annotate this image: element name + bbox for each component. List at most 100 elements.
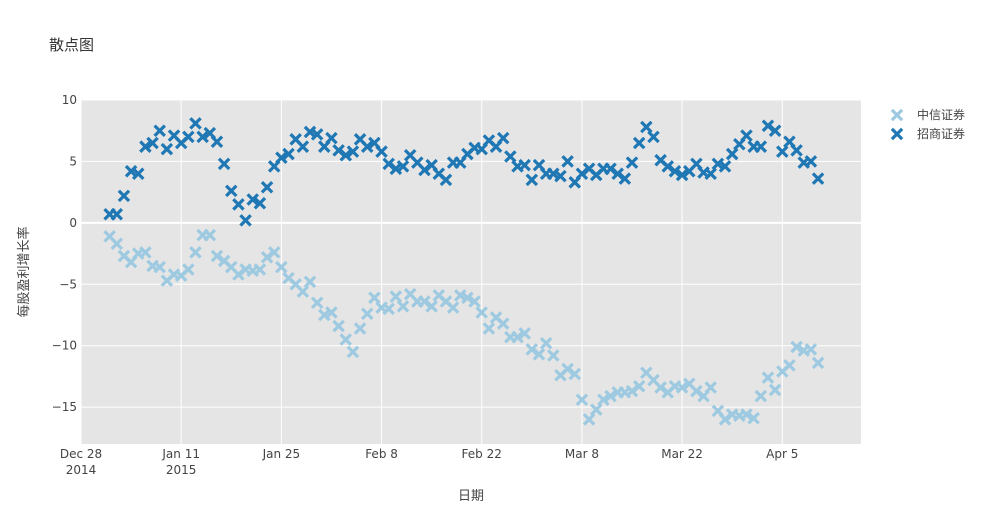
data-point [725,147,739,161]
legend-item-citic[interactable]: 中信证券 [890,107,965,122]
data-point [196,130,209,144]
data-point [296,140,310,153]
data-point [139,140,152,153]
data-point [547,349,560,362]
legend-label-cms: 招商证券 [917,126,965,141]
data-point [267,160,281,173]
data-point [504,150,517,163]
data-point [153,260,166,274]
data-point [275,151,288,165]
data-point [640,120,653,134]
data-point [139,246,152,259]
data-point [217,157,231,171]
data-point [675,381,689,394]
y-tick-label: 5 [69,154,77,168]
data-point [475,142,488,156]
legend-x-marker [890,108,904,122]
data-point [110,237,124,251]
data-point [203,228,217,242]
data-point [461,291,474,305]
data-point [539,336,553,350]
data-point [811,356,825,370]
data-point [496,131,510,145]
data-point [382,302,395,316]
data-point [239,214,252,227]
data-point [647,130,660,144]
data-point [568,367,582,381]
data-point [375,145,388,158]
data-point [203,126,217,140]
data-point [475,306,488,319]
data-point [518,158,531,172]
y-axis-ticks: 10 5 0 −5 −10 −15 [52,93,77,414]
legend-marker-citic [890,108,904,122]
data-point [189,117,202,130]
data-point [790,340,803,354]
data-point [675,168,689,182]
data-point [396,160,410,173]
data-point [182,263,195,276]
data-point [246,193,260,206]
data-point [711,404,725,418]
data-point [496,317,510,330]
data-point [253,196,267,210]
x-tick-label: Mar 22 [661,447,703,461]
data-points [103,117,825,426]
x-axis-title: 日期 [458,489,484,504]
data-point [554,169,567,183]
data-point [325,131,338,145]
legend-marker-cms [890,127,904,141]
data-point [146,136,159,150]
x-tick-label: Mar 8 [565,447,599,461]
data-point [360,140,374,153]
data-point [718,160,732,173]
y-axis-title: 每股盈利增长率 [16,226,32,317]
data-point [160,142,174,156]
data-point [110,207,124,221]
data-point [389,290,403,303]
data-point [733,137,746,151]
data-point [625,156,639,169]
data-point [225,184,238,198]
series-1 [103,117,825,227]
data-point [189,246,202,259]
data-point [532,158,546,172]
data-point [632,136,646,150]
y-tick-label: −15 [52,400,77,414]
legend-label-citic: 中信证券 [917,107,965,122]
x-axis-ticks: Dec 28 2014 Jan 11 2015 Jan 25 Feb 8 Feb 22 Mar… [60,447,799,477]
data-point [747,411,760,425]
legend-item-cms[interactable]: 招商证券 [890,126,965,141]
data-point [754,140,768,153]
data-point [360,307,374,321]
data-point [439,173,453,187]
data-point [310,128,324,141]
data-point [353,322,367,335]
data-point [368,136,381,150]
legend: 中信证券 招商证券 [890,107,965,141]
data-point [446,301,460,314]
data-point [124,255,138,269]
data-point [783,359,796,372]
x-tick-label: Feb 22 [462,447,502,461]
data-point [346,145,360,158]
data-point [253,263,267,276]
x-tick-year-label: 2015 [166,463,197,477]
data-point [768,124,782,137]
data-point [232,198,245,211]
data-point [518,327,531,340]
data-point [267,246,281,259]
data-point [776,145,789,158]
data-point [346,345,360,359]
data-point [210,135,224,149]
data-point [511,330,524,344]
data-point [589,403,603,416]
data-point [339,333,353,346]
legend-x-marker [890,127,904,141]
data-point [131,167,145,180]
data-point [561,155,574,168]
x-tick-label: Dec 28 [60,447,102,461]
data-point [153,124,166,137]
x-tick-label: Jan 11 [161,447,200,461]
